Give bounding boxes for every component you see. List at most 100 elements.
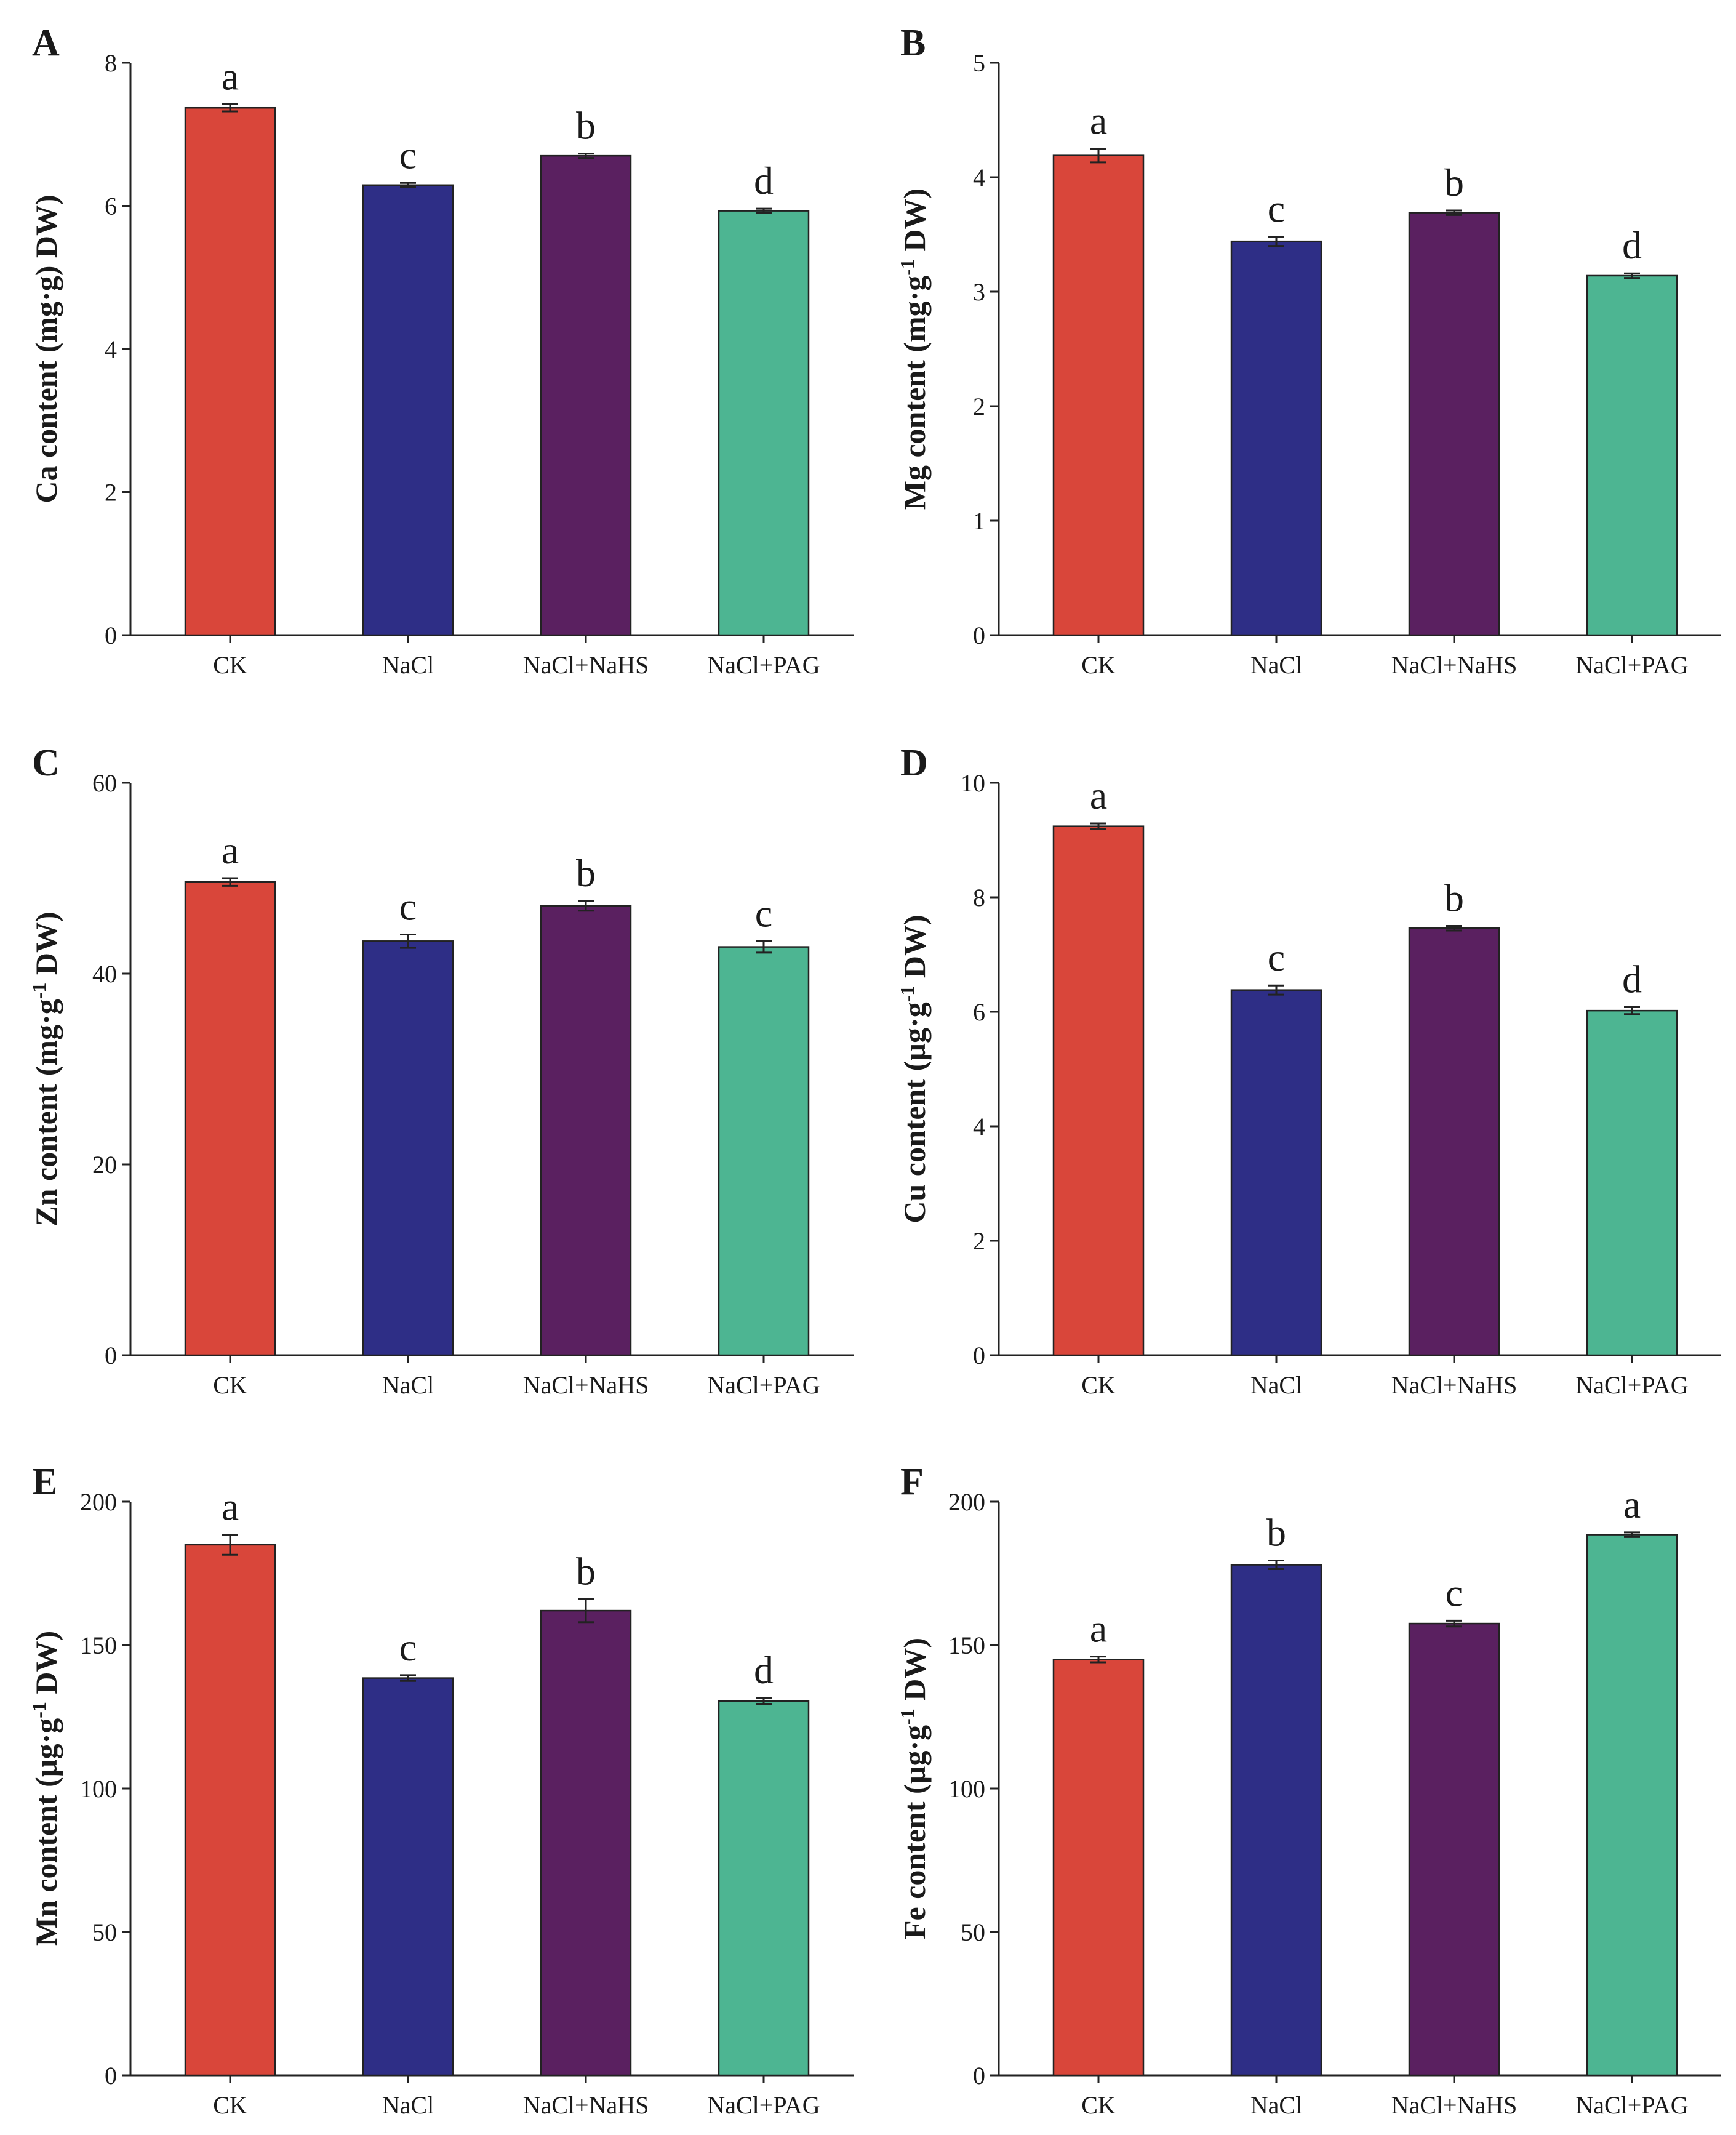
y-tick-label: 150 bbox=[80, 1632, 117, 1659]
panel-letter: C bbox=[32, 742, 60, 784]
panel-e-mn-content-chart: E 0 50 100 150 200 Mn content (µg·g-1 DW) a CK c N… bbox=[28, 1461, 854, 2119]
significance-letter: b bbox=[1444, 876, 1464, 920]
y-axis-label-tail: ) DW) bbox=[29, 194, 63, 276]
y-axis-label: Ca content (mg·g) DW) bbox=[29, 194, 63, 503]
panel-letter: A bbox=[32, 22, 60, 64]
y-tick-label: 6 bbox=[973, 998, 985, 1026]
y-axis-label-main: Mg content (mg·g bbox=[897, 276, 932, 510]
significance-letter: b bbox=[576, 1549, 596, 1593]
y-tick-label: 4 bbox=[973, 164, 985, 191]
bar-nacl-plus-nahs bbox=[540, 1609, 632, 2077]
y-tick-label: 8 bbox=[973, 884, 985, 911]
y-axis-label-superscript: -1 bbox=[896, 1708, 918, 1725]
bar-nacl-plus-nahs bbox=[1408, 927, 1500, 1356]
x-category-label: NaCl+PAG bbox=[707, 2091, 820, 2119]
y-tick-label: 2 bbox=[973, 393, 985, 420]
y-tick-label: 0 bbox=[105, 1342, 117, 1369]
bar-nacl bbox=[362, 1677, 454, 2077]
significance-letter: c bbox=[1446, 1571, 1463, 1614]
y-tick-label: 50 bbox=[961, 1918, 985, 1946]
y-axis-label-main: Mn content (µg·g bbox=[29, 1718, 63, 1946]
y-tick-label: 0 bbox=[105, 2062, 117, 2089]
bar-nacl-plus-pag bbox=[718, 946, 810, 1356]
x-category-label: NaCl bbox=[382, 651, 434, 679]
y-tick-label: 0 bbox=[973, 622, 985, 649]
y-axis-label-main: Cu content (µg·g bbox=[897, 1002, 932, 1223]
x-category-label: NaCl+NaHS bbox=[1391, 1371, 1518, 1399]
bar-ck bbox=[1052, 825, 1145, 1356]
y-tick-label: 150 bbox=[948, 1632, 985, 1659]
bar-nacl bbox=[362, 184, 454, 636]
panel-a-ca-content-chart: A 0 2 4 6 8 Ca content (mg·g) DW) a CK c NaCl b NaCl… bbox=[29, 22, 854, 679]
x-category-label: NaCl+NaHS bbox=[523, 1371, 649, 1399]
y-tick-label: 4 bbox=[973, 1113, 985, 1140]
y-axis-label-tail: DW) bbox=[29, 1631, 63, 1702]
bar-nacl bbox=[1230, 1564, 1322, 2077]
panel-b-mg-content-chart: B 0 1 2 3 4 5 Mg content (mg·g-1 DW) a CK c NaCl b Na… bbox=[896, 22, 1721, 679]
y-axis-label: Cu content (µg·g-1 DW) bbox=[896, 915, 932, 1223]
x-category-label: NaCl+PAG bbox=[707, 651, 820, 679]
panel-letter: B bbox=[900, 22, 926, 64]
y-tick-label: 200 bbox=[80, 1488, 117, 1516]
significance-letter: c bbox=[1268, 187, 1285, 231]
bar-nacl-plus-nahs bbox=[540, 905, 632, 1356]
y-axis-label: Zn content (mg·g-1 DW) bbox=[28, 911, 63, 1226]
significance-letter: b bbox=[1444, 161, 1464, 204]
y-tick-label: 100 bbox=[80, 1775, 117, 1803]
significance-letter: a bbox=[1623, 1483, 1641, 1526]
y-axis-label-main: Zn content (mg·g bbox=[29, 999, 63, 1226]
significance-letter: a bbox=[1090, 774, 1107, 817]
significance-letter: c bbox=[399, 884, 417, 928]
panel-letter: D bbox=[900, 742, 928, 784]
x-category-label: CK bbox=[213, 2091, 247, 2119]
bar-nacl bbox=[362, 940, 454, 1356]
y-tick-label: 40 bbox=[92, 960, 117, 988]
significance-letter: c bbox=[755, 891, 772, 935]
bar-nacl-plus-pag bbox=[1586, 1009, 1678, 1356]
y-tick-label: 8 bbox=[105, 49, 117, 77]
bar-ck bbox=[184, 1544, 276, 2077]
significance-letter: b bbox=[576, 851, 596, 895]
y-tick-label: 3 bbox=[973, 278, 985, 306]
significance-letter: d bbox=[754, 159, 774, 202]
x-category-label: NaCl+PAG bbox=[1575, 2091, 1688, 2119]
x-category-label: NaCl bbox=[1250, 2091, 1302, 2119]
y-axis-label-superscript: -1 bbox=[896, 259, 918, 276]
y-axis-label-tail: DW) bbox=[897, 188, 932, 259]
significance-letter: c bbox=[1268, 935, 1285, 979]
y-tick-label: 0 bbox=[105, 622, 117, 649]
y-tick-label: 0 bbox=[973, 2062, 985, 2089]
bar-nacl-plus-nahs bbox=[540, 154, 632, 636]
y-axis-label-main: Ca content (mg·g bbox=[29, 276, 63, 503]
panel-d-cu-content-chart: D 0 2 4 6 8 10 Cu content (µg·g-1 DW) a CK c NaCl b N… bbox=[896, 742, 1721, 1399]
x-category-label: NaCl+NaHS bbox=[1391, 2091, 1518, 2119]
x-category-label: NaCl bbox=[1250, 651, 1302, 679]
bar-ck bbox=[184, 881, 276, 1356]
x-category-label: CK bbox=[1081, 651, 1116, 679]
significance-letter: a bbox=[222, 1485, 239, 1529]
x-category-label: NaCl+PAG bbox=[1575, 1371, 1688, 1399]
significance-letter: b bbox=[576, 104, 596, 148]
x-category-label: NaCl bbox=[382, 1371, 434, 1399]
bar-ck bbox=[1052, 1659, 1145, 2077]
y-tick-label: 6 bbox=[105, 193, 117, 220]
y-axis-label-superscript: -1 bbox=[28, 1702, 50, 1718]
bar-nacl bbox=[1230, 989, 1322, 1356]
panel-letter: F bbox=[900, 1461, 924, 1503]
x-category-label: NaCl+NaHS bbox=[523, 651, 649, 679]
significance-letter: b bbox=[1266, 1511, 1286, 1555]
y-tick-label: 1 bbox=[973, 507, 985, 535]
panel-letter: E bbox=[32, 1461, 57, 1503]
y-tick-label: 2 bbox=[973, 1227, 985, 1255]
bar-nacl-plus-pag bbox=[718, 1700, 810, 2077]
x-category-label: NaCl+PAG bbox=[1575, 651, 1688, 679]
bar-nacl-plus-pag bbox=[1586, 1534, 1678, 2077]
bar-ck bbox=[184, 106, 276, 636]
y-axis-label-tail: DW) bbox=[29, 911, 63, 982]
y-tick-label: 0 bbox=[973, 1342, 985, 1369]
bar-nacl-plus-pag bbox=[718, 210, 810, 636]
significance-letter: c bbox=[399, 133, 417, 177]
significance-letter: d bbox=[754, 1648, 774, 1692]
x-category-label: CK bbox=[1081, 2091, 1116, 2119]
significance-letter: c bbox=[399, 1625, 417, 1669]
